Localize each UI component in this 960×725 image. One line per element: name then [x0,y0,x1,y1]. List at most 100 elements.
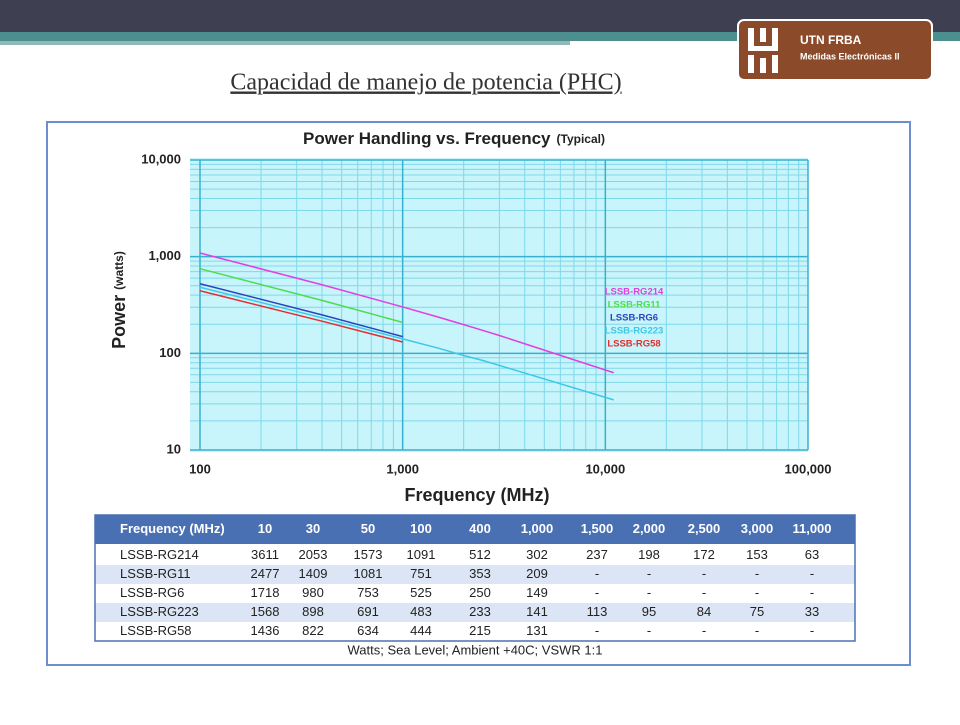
table-cell: - [702,585,706,600]
table-cell: 75 [750,604,764,619]
table-cell: 525 [410,585,432,600]
table-header-bg [95,515,855,544]
table-cell: 1409 [299,566,328,581]
table-row-bg [95,603,855,622]
table-cell: 1436 [251,623,280,638]
table-cell: - [595,585,599,600]
x-axis-label: Frequency (MHz) [404,485,549,505]
logo-line1: UTN FRBA [800,33,862,47]
y-tick-label: 100 [159,345,181,360]
table-cell: LSSB-RG11 [120,566,191,581]
table-header-cell: 50 [361,521,375,536]
y-tick-label: 1,000 [148,248,181,263]
table-cell: 1718 [251,585,280,600]
table-cell: - [755,623,759,638]
table-cell: 2053 [299,547,328,562]
series-line [199,252,614,374]
series-line [199,267,403,324]
table-row-bg [95,546,855,565]
table-cell: - [702,566,706,581]
table-cell: 141 [526,604,548,619]
table-row-bg [95,584,855,603]
table-cell: - [810,585,814,600]
table-cell: - [647,585,651,600]
table-cell: - [647,623,651,638]
table-cell: - [595,623,599,638]
table-cell: - [647,566,651,581]
table-cell: 3611 [251,547,279,562]
accent-line [0,41,570,45]
y-tick-label: 10 [167,441,181,456]
table-cell: 822 [302,623,324,638]
logo-box [737,19,933,81]
table-header-cell: 1,000 [521,521,554,536]
table-cell: 250 [469,585,491,600]
table-cell: 153 [746,547,768,562]
table-cell: 63 [805,547,819,562]
table-cell: 634 [357,623,379,638]
legend-entry: LSSB-RG223 [605,326,664,337]
table: Frequency (MHz) 10 30 50 100 400 1,000 1,500 2,0… [94,514,856,642]
legend-entry: LSSB-RG6 [610,313,658,324]
table-cell: 753 [357,585,379,600]
table-cell: LSSB-RG214 [120,547,199,562]
logo-icon [748,28,778,73]
table-cell: 215 [469,623,491,638]
table-header-cell: 10 [258,521,272,536]
table-cell: LSSB-RG58 [120,623,192,638]
table-header-cell: 400 [469,521,491,536]
table-header-cell: 2,500 [688,521,721,536]
table-cell: 84 [697,604,711,619]
chart-title-group: Power Handling vs. Frequency (Typical) [303,129,605,148]
table-cell: - [810,566,814,581]
legend-entry: LSSB-RG214 [605,287,664,298]
table-header-cell: 3,000 [741,521,774,536]
y-label-group: Power (watts) [109,251,129,349]
y-axis-label: Power [109,295,129,349]
table-cell: LSSB-RG223 [120,604,199,619]
table-cell: 898 [302,604,324,619]
table-cell: - [595,566,599,581]
table-footnote: Watts; Sea Level; Ambient +40C; VSWR 1:1 [348,642,603,657]
series-line [199,282,403,338]
table-cell: 444 [410,623,432,638]
table-cell: 483 [410,604,432,619]
table-cell: - [755,566,759,581]
x-tick-label: 1,000 [386,461,419,476]
legend-entry: LSSB-RG11 [608,300,662,311]
table-cell: 1568 [251,604,280,619]
x-tick-label: 100,000 [785,461,832,476]
table-header-cell: 100 [410,521,432,536]
table-row-bg [95,565,855,584]
table-cell: 237 [586,547,608,562]
lines [199,252,614,401]
legend-entry: LSSB-RG58 [607,339,660,350]
table-cell: 512 [469,547,491,562]
accent-strip [0,32,960,41]
table-cell: 1081 [354,566,383,581]
table-header-cell: 11,000 [792,521,831,536]
table-header-cell: Frequency (MHz) [120,521,225,536]
table-cell: 149 [526,585,548,600]
y-unit-label: (watts) [112,251,126,290]
table-cell: 198 [638,547,660,562]
x-tick-label: 10,000 [585,461,625,476]
table-cell: 131 [526,623,548,638]
chart-subtitle: (Typical) [557,132,605,146]
table-cell: 302 [526,547,548,562]
table-cell: 209 [526,566,548,581]
slide-title: Capacidad de manejo de potencia (PHC) [230,70,621,96]
table-cell: - [810,623,814,638]
table-header-cell: 30 [306,521,320,536]
table-header-cell: 2,000 [633,521,666,536]
table-cell: 113 [587,604,608,619]
table-border [94,514,856,642]
logo-line2: Medidas Electrónicas II [800,51,900,61]
table-cell: 95 [642,604,656,619]
chart-title: Power Handling vs. Frequency [303,129,551,148]
table-cell: 233 [469,604,491,619]
table-cell: 751 [410,566,432,581]
table-cell: LSSB-RG6 [120,585,184,600]
